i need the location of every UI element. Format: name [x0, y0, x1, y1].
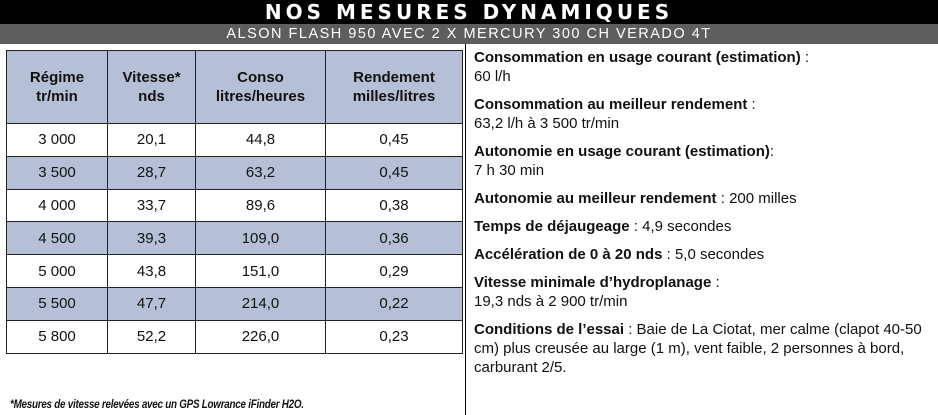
- spec-item: Accélération de 0 à 20 nds : 5,0 seconde…: [474, 245, 934, 264]
- spec-separator: :: [629, 218, 643, 235]
- spec-label: Consommation en usage courant (estimatio…: [474, 49, 801, 66]
- cell-rendement: 0,22: [325, 286, 463, 321]
- spec-separator: :: [662, 246, 675, 263]
- table-row: 4 500 39,3 109,0 0,36: [6, 221, 463, 256]
- spec-separator: :: [800, 49, 810, 66]
- cell-regime: 5 500: [6, 286, 108, 321]
- table-row: 3 000 20,1 44,8 0,45: [6, 123, 463, 157]
- table-row: 4 000 33,7 89,6 0,38: [6, 188, 463, 223]
- column-header-regime: Régime tr/min: [6, 50, 108, 124]
- spec-separator: :: [769, 143, 775, 160]
- column-divider: [465, 44, 466, 415]
- cell-vitesse: 28,7: [107, 155, 196, 190]
- header-line: Rendement: [353, 69, 435, 86]
- cell-rendement: 0,45: [325, 123, 463, 157]
- spec-value: 19,3 nds à 2 900 tr/min: [474, 293, 628, 310]
- spec-item: Consommation en usage courant (estimatio…: [474, 48, 934, 86]
- table-footnote: *Mesures de vitesse relevées avec un GPS…: [10, 397, 304, 411]
- header-line: tr/min: [36, 88, 78, 105]
- spec-separator: :: [711, 274, 720, 291]
- spec-item: Consommation au meilleur rendement : 63,2…: [474, 95, 934, 133]
- cell-regime: 5 800: [6, 319, 108, 354]
- cell-conso: 226,0: [195, 319, 326, 354]
- cell-regime: 4 500: [6, 221, 108, 256]
- header-line: Régime: [29, 69, 85, 86]
- cell-conso: 109,0: [195, 221, 326, 256]
- cell-conso: 89,6: [195, 188, 326, 223]
- specs-list: Consommation en usage courant (estimatio…: [474, 48, 934, 386]
- spec-item: Autonomie en usage courant (estimation):…: [474, 142, 934, 180]
- column-header-vitesse: Vitesse* nds: [107, 50, 196, 124]
- page-subtitle: ALSON FLASH 950 AVEC 2 X MERCURY 300 CH …: [0, 24, 938, 44]
- header-line: nds: [138, 88, 165, 105]
- spec-item: Autonomie au meilleur rendement : 200 mi…: [474, 189, 934, 208]
- spec-separator: :: [747, 96, 756, 113]
- page-title: NOS MESURES DYNAMIQUES: [0, 0, 938, 24]
- measurements-table: Régime tr/min Vitesse* nds Conso litres/…: [6, 50, 463, 354]
- cell-rendement: 0,38: [325, 188, 463, 223]
- cell-rendement: 0,29: [325, 254, 463, 288]
- cell-regime: 5 000: [6, 254, 108, 288]
- column-header-conso: Conso litres/heures: [195, 50, 326, 124]
- cell-conso: 44,8: [195, 123, 326, 157]
- spec-separator: :: [716, 190, 730, 207]
- cell-vitesse: 20,1: [107, 123, 196, 157]
- header-line: Vitesse*: [122, 69, 181, 86]
- measurements-table-container: Régime tr/min Vitesse* nds Conso litres/…: [6, 50, 463, 354]
- spec-value: 200 milles: [729, 190, 797, 207]
- spec-label: Consommation au meilleur rendement: [474, 96, 748, 113]
- table-row: 5 000 43,8 151,0 0,29: [6, 254, 463, 288]
- table-header-row: Régime tr/min Vitesse* nds Conso litres/…: [6, 50, 463, 124]
- spec-label: Temps de déjaugeage: [474, 218, 630, 235]
- spec-separator: :: [624, 321, 637, 338]
- cell-regime: 3 000: [6, 123, 108, 157]
- cell-vitesse: 52,2: [107, 319, 196, 354]
- spec-value: Baie de La Ciotat, mer calme (clapot 40-…: [474, 321, 922, 376]
- table-row: 5 500 47,7 214,0 0,22: [6, 286, 463, 321]
- header-line: Conso: [237, 69, 284, 86]
- spec-item: Vitesse minimale d’hydroplanage : 19,3 nd…: [474, 273, 934, 311]
- spec-value: 5,0 secondes: [674, 246, 765, 263]
- spec-value: 63,2 l/h à 3 500 tr/min: [474, 115, 620, 132]
- cell-regime: 4 000: [6, 188, 108, 223]
- cell-vitesse: 43,8: [107, 254, 196, 288]
- spec-value: 60 l/h: [474, 68, 511, 85]
- cell-rendement: 0,36: [325, 221, 463, 256]
- spec-value: 7 h 30 min: [474, 162, 545, 179]
- table-row: 3 500 28,7 63,2 0,45: [6, 155, 463, 190]
- header-line: milles/litres: [352, 88, 436, 105]
- spec-label: Autonomie au meilleur rendement: [474, 190, 717, 207]
- spec-item: Temps de déjaugeage : 4,9 secondes: [474, 217, 934, 236]
- spec-label: Vitesse minimale d’hydroplanage: [474, 274, 712, 291]
- spec-item: Conditions de l’essai : Baie de La Ciota…: [474, 320, 934, 377]
- cell-regime: 3 500: [6, 155, 108, 190]
- spec-label: Autonomie en usage courant (estimation): [474, 143, 770, 160]
- spec-value: 4,9 secondes: [642, 218, 732, 235]
- cell-rendement: 0,45: [325, 155, 463, 190]
- spec-label: Accélération de 0 à 20 nds: [474, 246, 663, 263]
- column-header-rendement: Rendement milles/litres: [325, 50, 463, 124]
- cell-vitesse: 33,7: [107, 188, 196, 223]
- cell-rendement: 0,23: [325, 319, 463, 354]
- cell-conso: 63,2: [195, 155, 326, 190]
- cell-conso: 214,0: [195, 286, 326, 321]
- spec-label: Conditions de l’essai: [474, 321, 625, 338]
- header-line: litres/heures: [215, 88, 306, 105]
- cell-vitesse: 47,7: [107, 286, 196, 321]
- cell-conso: 151,0: [195, 254, 326, 288]
- table-row: 5 800 52,2 226,0 0,23: [6, 319, 463, 354]
- cell-vitesse: 39,3: [107, 221, 196, 256]
